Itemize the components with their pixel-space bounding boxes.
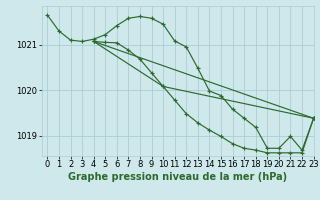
X-axis label: Graphe pression niveau de la mer (hPa): Graphe pression niveau de la mer (hPa) (68, 172, 287, 182)
